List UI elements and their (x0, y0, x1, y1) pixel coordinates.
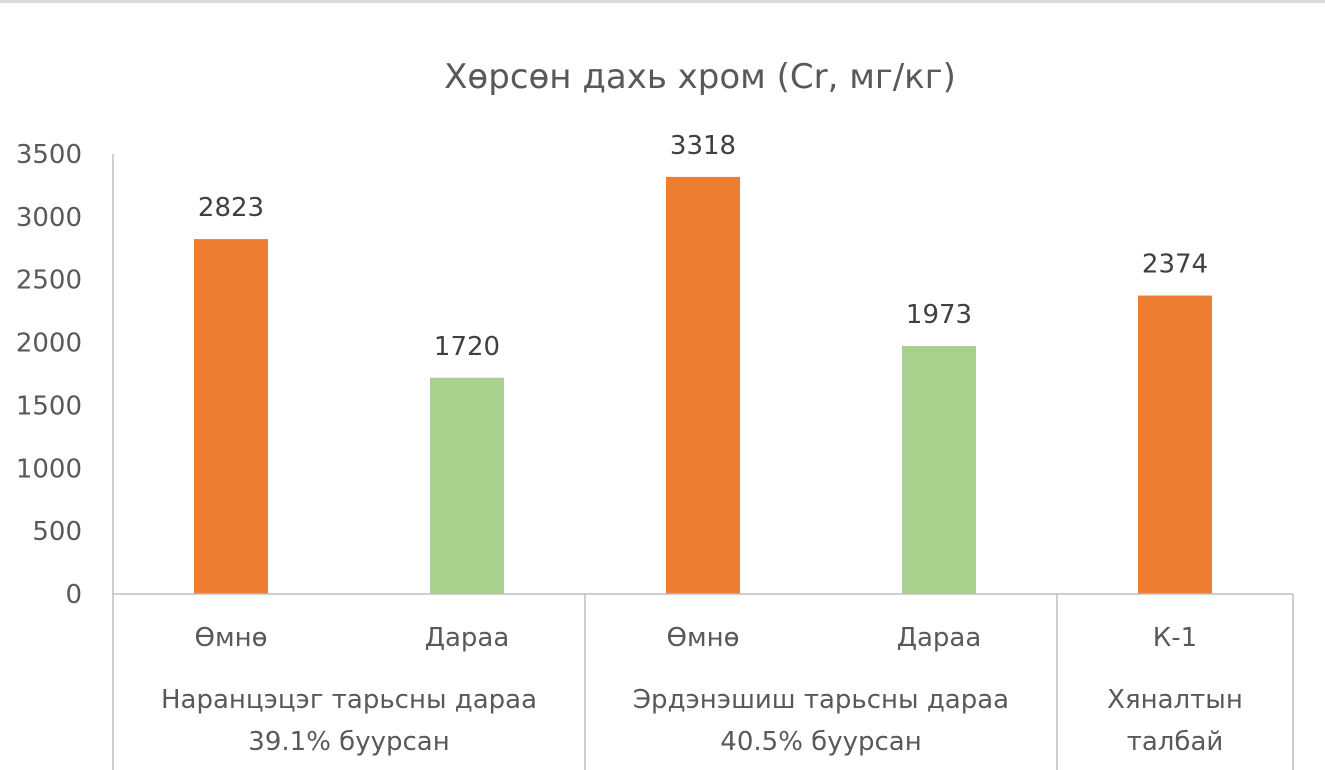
x-group-label: талбай (1127, 727, 1224, 757)
bar-after (430, 377, 504, 594)
y-tick-label: 0 (65, 580, 82, 610)
x-group-label: Хяналтын (1107, 685, 1243, 715)
y-tick-label: 2500 (16, 266, 82, 296)
x-category-label: К-1 (1153, 623, 1197, 653)
y-tick-label: 3500 (16, 140, 82, 170)
y-tick-label: 3000 (16, 203, 82, 233)
data-label: 2823 (198, 193, 264, 223)
y-tick-label: 1000 (16, 454, 82, 484)
x-category-label: Өмнө (667, 623, 740, 653)
x-group-label: 40.5% буурсан (720, 727, 921, 757)
bar-before (194, 239, 268, 594)
bar-after (902, 345, 976, 594)
x-group-label: 39.1% буурсан (248, 727, 449, 757)
x-category-label: Дараа (425, 623, 510, 653)
y-axis: 0 500 1000 1500 2000 2500 3000 3500 (16, 140, 114, 610)
data-label: 2374 (1142, 250, 1208, 280)
data-label: 1720 (434, 332, 500, 362)
x-category-label: Өмнө (195, 623, 268, 653)
data-label: 1973 (906, 300, 972, 330)
x-axis: Өмнө Дараа Өмнө Дараа К-1 Наранцэцэг тарьсны … (112, 593, 1294, 770)
data-labels: 2823 1720 3318 1973 2374 (198, 131, 1208, 362)
y-tick-label: 2000 (16, 329, 82, 359)
x-category-label: Дараа (897, 623, 982, 653)
x-group-label: Эрдэнэшиш тарьсны дараа (633, 685, 1009, 715)
y-tick-label: 1500 (16, 391, 82, 421)
bar-before (1138, 295, 1212, 594)
x-group-label: Наранцэцэг тарьсны дараа (161, 685, 537, 715)
chart-title: Хөрсөн дахь хром (Cr, мг/кг) (444, 57, 956, 97)
bar-before (666, 176, 740, 594)
y-tick-label: 500 (32, 517, 82, 547)
bars (194, 176, 1212, 594)
data-label: 3318 (670, 131, 736, 161)
top-border (0, 0, 1325, 3)
